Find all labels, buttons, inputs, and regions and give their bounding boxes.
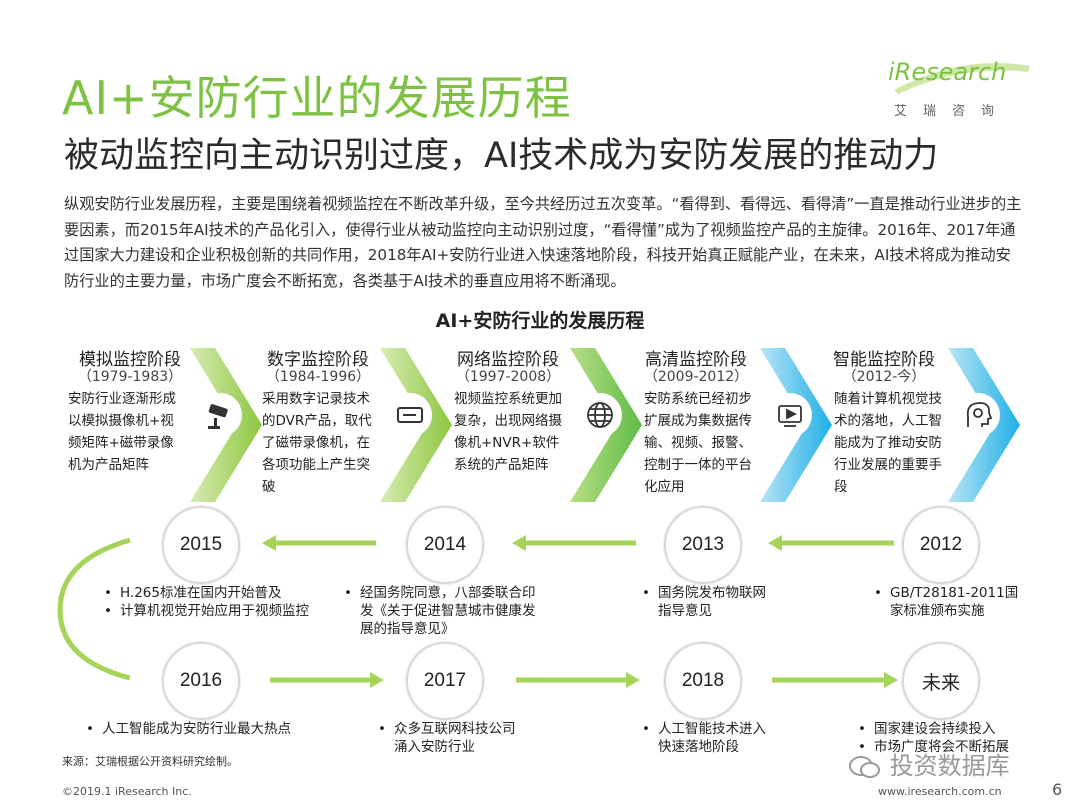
timeline-arrow-2017-2018 [516, 672, 640, 688]
intro-paragraph: 纵观安防行业发展历程，主要是围绕着视频监控在不断改革升级，至今共经历过五次变革。… [64, 195, 1022, 290]
stage-2-years: （1984-1996） [265, 369, 371, 385]
page-number: 6 [1052, 780, 1063, 799]
stage-3-desc: 视频监控系统更加复杂，出现网络摄像机+NVR+软件系统的产品矩阵 [454, 391, 562, 473]
cctv-camera-icon [208, 404, 228, 429]
event-item: 计算机视觉开始应用于视频监控 [102, 602, 312, 620]
stage-5-desc: 随着计算机视觉技术的落地，人工智能成为了推动安防行业发展的重要手段 [834, 391, 942, 495]
ai-head-icon [966, 402, 993, 427]
timeline-curve-2015-2016 [57, 537, 131, 681]
logo-text: iResearch [888, 58, 1007, 86]
stage-chevrons [65, 348, 1020, 502]
page-subtitle: 被动监控向主动识别过度，AI技术成为安防发展的推动力 [64, 136, 939, 176]
events-2018: 人工智能技术进入快速落地阶段 [640, 720, 770, 756]
watermark: 投资数据库 [848, 746, 1010, 781]
timeline-connectors [57, 535, 898, 688]
video-play-icon [778, 405, 802, 427]
year-circle-2018: 2018 [664, 642, 742, 720]
globe-icon [587, 402, 613, 428]
stage-5-years: （2012-今） [842, 369, 926, 385]
chevron-arrow-3 [570, 348, 642, 502]
event-item: 国家建设会持续投入 [856, 720, 1036, 738]
year-circle-2016: 2016 [162, 642, 240, 720]
stage-1-desc: 安防行业逐渐形成以模拟摄像机+视频矩阵+磁带录像机为产品矩阵 [68, 391, 176, 473]
event-item: H.265标准在国内开始普及 [102, 584, 312, 602]
icon-circle-5 [956, 393, 1000, 437]
timeline-arrow-2018-future [772, 672, 898, 688]
logo-subtext: 艾瑞咨询 [894, 104, 1011, 119]
event-item: 众多互联网科技公司涌入安防行业 [376, 720, 516, 756]
event-item: 人工智能成为安防行业最大热点 [84, 720, 324, 738]
copyright: ©2019.1 iResearch Inc. [62, 785, 192, 798]
event-item: GB/T28181-2011国家标准颁布实施 [872, 584, 1022, 620]
timeline-arrow-2012-2013 [768, 535, 894, 551]
chevron-arrow-5 [948, 348, 1020, 502]
stage-1-name: 模拟监控阶段 [79, 350, 181, 370]
year-circle-2014: 2014 [406, 506, 484, 584]
logo-swoosh-icon [894, 63, 1030, 94]
website-url[interactable]: www.iresearch.com.cn [878, 785, 1002, 798]
event-item: 市场广度将会不断拓展 [856, 738, 1036, 756]
events-future: 国家建设会持续投入 市场广度将会不断拓展 [856, 720, 1036, 756]
year-circle-future: 未来 [902, 642, 980, 720]
stage-2-name: 数字监控阶段 [267, 350, 369, 370]
stage-4-name: 高清监控阶段 [645, 350, 747, 370]
events-2016: 人工智能成为安防行业最大热点 [84, 720, 324, 738]
chevron-arrow-1 [190, 348, 262, 502]
events-2017: 众多互联网科技公司涌入安防行业 [376, 720, 516, 756]
event-item: 人工智能技术进入快速落地阶段 [640, 720, 770, 756]
stage-4-years: （2009-2012） [643, 369, 749, 385]
events-2013: 国务院发布物联网指导意见 [640, 584, 770, 620]
stage-4-desc: 安防系统已经初步扩展成为集数据传输、视频、报警、控制于一体的平台化应用 [644, 391, 752, 495]
year-circle-2012: 2012 [902, 506, 980, 584]
timeline-arrow-2014-2015 [262, 535, 376, 551]
stage-5-name: 智能监控阶段 [833, 350, 935, 370]
chevron-arrow-4 [760, 348, 832, 502]
page-title: AI+安防行业的发展历程 [62, 71, 572, 125]
stage-3-name: 网络监控阶段 [457, 350, 559, 370]
stage-3-years: （1997-2008） [455, 369, 561, 385]
year-circle-2013: 2013 [664, 506, 742, 584]
year-circle-2015: 2015 [162, 506, 240, 584]
event-item: 国务院发布物联网指导意见 [640, 584, 770, 620]
chevron-stage-1 [65, 348, 252, 502]
events-2012: GB/T28181-2011国家标准颁布实施 [872, 584, 1022, 620]
stage-2-desc: 采用数字记录技术的DVR产品，取代了磁带录像机，在各项功能上产生突破 [262, 391, 372, 495]
wechat-icon [849, 756, 880, 778]
dvr-device-icon [397, 407, 423, 423]
diagram-title: AI+安防行业的发展历程 [435, 310, 645, 332]
events-2015: H.265标准在国内开始普及 计算机视觉开始应用于视频监控 [102, 584, 312, 620]
watermark-text: 投资数据库 [889, 752, 1010, 780]
chevron-arrow-2 [380, 348, 452, 502]
stage-1-years: （1979-1983） [77, 369, 183, 385]
timeline-arrow-2013-2014 [512, 535, 636, 551]
event-item: 经国务院同意，八部委联合印发《关于促进智慧城市健康发展的指导意见》 [342, 584, 542, 638]
source-note: 来源：艾瑞根据公开资料研究绘制。 [62, 755, 238, 768]
year-circle-2017: 2017 [406, 642, 484, 720]
events-2014: 经国务院同意，八部委联合印发《关于促进智慧城市健康发展的指导意见》 [342, 584, 542, 638]
iresearch-logo: iResearch 艾瑞咨询 [888, 58, 1038, 128]
timeline-arrow-2016-2017 [270, 672, 384, 688]
